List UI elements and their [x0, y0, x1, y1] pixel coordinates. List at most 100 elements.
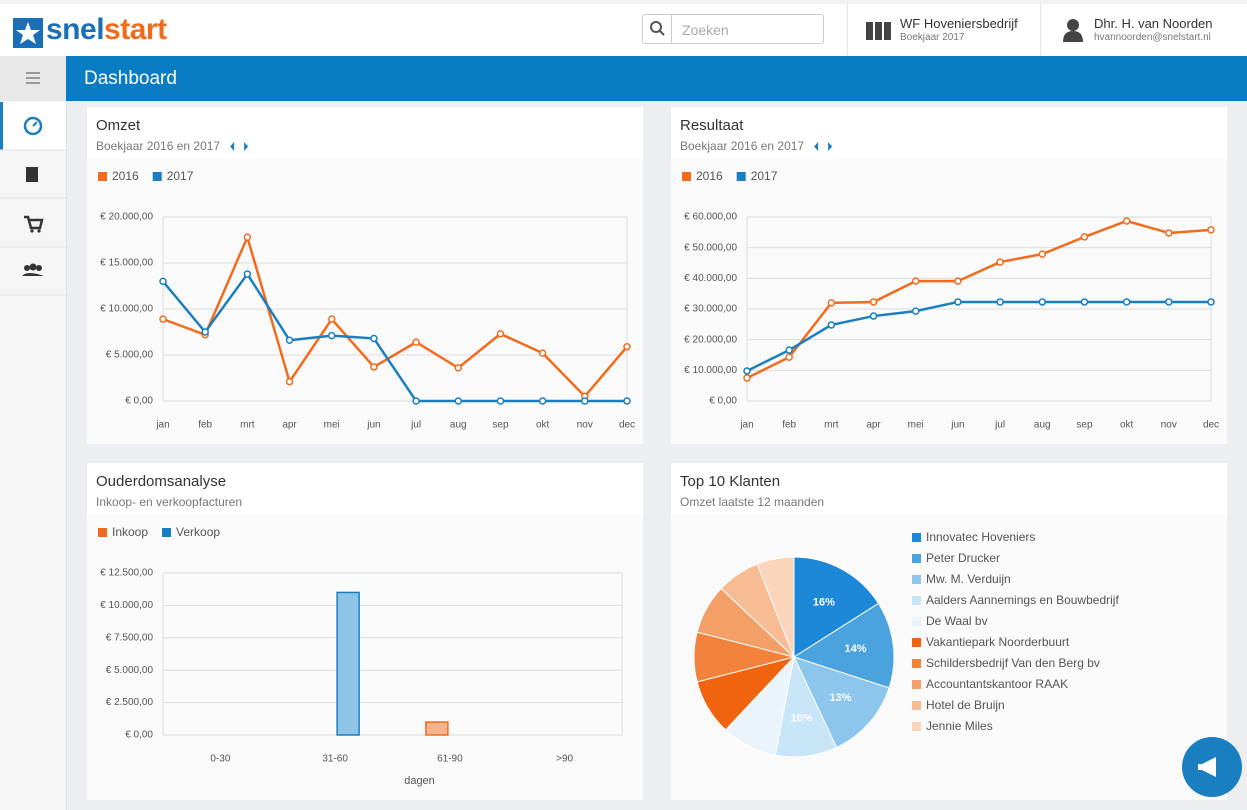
legend-swatch [736, 172, 746, 181]
bar [425, 721, 449, 736]
point [159, 277, 167, 286]
panel-subtitle: Inkoop- en verkoopfacturen [96, 495, 242, 509]
user-icon [1063, 19, 1083, 42]
company-name[interactable]: WF Hoveniersbedrijf [900, 16, 1018, 31]
y-tick-label: € 2.500,00 [106, 697, 154, 708]
legend-swatch [912, 554, 921, 563]
point [581, 397, 589, 405]
prev-arrow[interactable] [230, 142, 235, 151]
data-label: 10% [791, 712, 813, 724]
next-arrow[interactable] [244, 142, 249, 151]
sidebar-icons [0, 56, 66, 296]
line [162, 233, 628, 399]
panel-title: Ouderdomsanalyse [96, 473, 226, 490]
point [1038, 250, 1047, 258]
point [243, 270, 252, 278]
x-tick-label: aug [450, 420, 467, 431]
y-tick-label: € 40.000,00 [684, 273, 737, 284]
relations-icon[interactable] [22, 263, 44, 277]
point [954, 277, 962, 285]
pie-slice [792, 602, 895, 689]
y-tick-label: € 30.000,00 [684, 304, 737, 315]
x-tick-label: nov [1161, 420, 1177, 431]
point [159, 315, 167, 323]
point [827, 321, 836, 329]
y-tick-label: € 0,00 [709, 396, 737, 407]
logo[interactable]: snelstart [46, 13, 167, 47]
legend-swatch [912, 533, 921, 542]
point [201, 328, 209, 336]
x-tick-label: mei [908, 420, 924, 431]
point [911, 277, 920, 285]
point [412, 338, 420, 346]
point [743, 374, 751, 382]
legend-swatch [98, 172, 107, 181]
x-tick-label: apr [866, 420, 881, 431]
x-tick-label: sep [492, 420, 509, 431]
y-tick-label: € 20.000,00 [100, 212, 153, 223]
x-tick-label: jan [739, 420, 753, 431]
company-icon [866, 22, 891, 40]
point [1207, 226, 1215, 234]
x-tick-label: jul [994, 420, 1005, 431]
point [370, 363, 378, 371]
point [911, 307, 920, 315]
point [1122, 217, 1131, 225]
x-tick-label: dec [1203, 420, 1219, 431]
legend-label: Mw. M. Verduijn [926, 572, 1011, 586]
legend-label: 2016 [112, 169, 139, 183]
y-tick-label: € 5.000,00 [106, 665, 154, 676]
legend-swatch [912, 575, 921, 584]
legend-swatch [912, 680, 921, 689]
legend-label: Aalders Aannemings en Bouwbedrijf [926, 593, 1119, 607]
prev-arrow[interactable] [814, 142, 819, 151]
next-arrow[interactable] [828, 142, 833, 151]
point [496, 397, 505, 405]
search-icon [650, 21, 665, 36]
x-tick-label: 0-30 [210, 754, 230, 765]
y-tick-label: € 20.000,00 [684, 334, 737, 345]
point [996, 298, 1004, 306]
dashboard-icon[interactable] [23, 116, 43, 136]
point [1080, 233, 1089, 241]
legend-label: 2016 [696, 169, 723, 183]
legend-swatch [162, 528, 172, 537]
cart-icon[interactable] [24, 215, 44, 230]
user-name[interactable]: Dhr. H. van Noorden [1094, 16, 1213, 31]
x-tick-label: 31-60 [322, 754, 348, 765]
x-tick-label: >90 [556, 754, 573, 765]
point [327, 331, 336, 340]
panel-subtitle: Boekjaar 2016 en 2017 [96, 139, 220, 153]
point [454, 364, 463, 372]
x-axis-label: dagen [404, 775, 435, 787]
panel: Resultaat Boekjaar 2016 en 2017 2016 2017 € … [671, 107, 1227, 444]
legend-swatch [912, 596, 921, 605]
y-tick-label: € 50.000,00 [684, 242, 737, 253]
y-tick-label: € 10.000,00 [100, 600, 153, 611]
legend-label: Verkoop [176, 525, 220, 539]
point [538, 397, 547, 405]
x-tick-label: sep [1076, 420, 1093, 431]
x-tick-label: mrt [824, 420, 839, 431]
legend-swatch [912, 638, 921, 647]
x-tick-label: feb [782, 420, 796, 431]
point [1165, 229, 1173, 237]
x-tick-label: feb [198, 420, 212, 431]
x-tick-label: mrt [240, 420, 255, 431]
logo-text: start [104, 13, 167, 46]
line [746, 219, 1212, 380]
line [162, 271, 627, 403]
point [869, 298, 878, 306]
point [285, 377, 294, 386]
x-tick-label: aug [1034, 420, 1051, 431]
invoice-icon[interactable] [26, 167, 38, 182]
point [827, 299, 836, 307]
feedback-button[interactable] [1180, 737, 1242, 799]
search-box[interactable]: Zoeken [642, 14, 824, 44]
panel-title: Omzet [96, 117, 141, 134]
point [623, 397, 631, 405]
point [1038, 298, 1047, 306]
menu-icon[interactable] [26, 72, 40, 84]
chart: Omzet Boekjaar 2016 en 2017 2016 2017 € 0,00… [87, 117, 643, 444]
legend-swatch [912, 701, 921, 710]
